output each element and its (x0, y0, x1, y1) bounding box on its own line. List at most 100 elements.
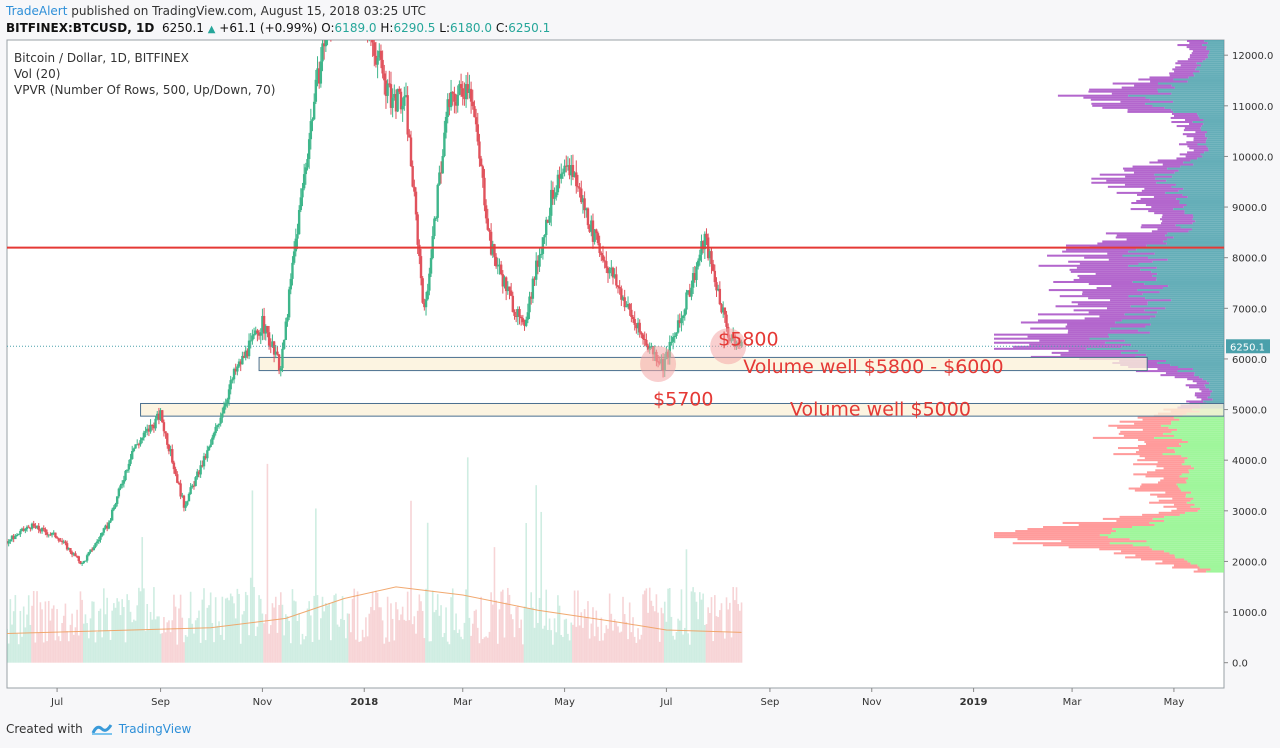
candle-body (353, 0, 355, 3)
candle-body (157, 413, 161, 420)
candle-body (561, 172, 565, 174)
candle-body (7, 541, 10, 544)
candle-body (403, 96, 406, 106)
candle-body (259, 332, 262, 336)
volume-bar (725, 597, 728, 663)
vp-row (1137, 416, 1174, 419)
vp-row (1092, 104, 1153, 107)
vp-row (1079, 276, 1157, 279)
vp-row (1137, 459, 1185, 462)
vp-row (1109, 335, 1224, 338)
candle-body (373, 42, 376, 56)
vp-row (994, 534, 1100, 537)
vp-row (1199, 566, 1224, 569)
volume-bar (406, 591, 409, 663)
vp-row (1186, 135, 1206, 138)
volume-bar (575, 626, 578, 663)
candle-body (125, 469, 129, 471)
volume-bar (16, 633, 18, 663)
vp-row (1062, 521, 1150, 524)
candle-body (528, 296, 531, 313)
volume-bar (435, 609, 437, 663)
candle-body (214, 426, 217, 434)
volume-bar (400, 614, 402, 663)
candle-body (177, 482, 181, 484)
vp-row (1201, 398, 1213, 401)
candle-body (441, 156, 444, 174)
candle-body (149, 424, 152, 432)
volume-bar (378, 607, 381, 663)
candle-body (110, 509, 114, 521)
volume-bar (24, 627, 27, 663)
vp-row (1108, 258, 1168, 261)
vp-row (1169, 74, 1195, 77)
volume-bar (545, 589, 548, 663)
vp-row (1173, 503, 1195, 506)
candle-body (161, 410, 164, 423)
candle-body (282, 339, 286, 349)
vp-row (1165, 359, 1224, 362)
vp-row (1168, 426, 1224, 429)
candle-body (621, 297, 625, 300)
volume-bar (259, 598, 262, 663)
candle-body (523, 322, 526, 326)
volume-bar (635, 642, 638, 663)
volume-bar (273, 607, 275, 663)
candle-body (401, 105, 404, 110)
vp-row (1029, 343, 1132, 346)
vp-row (1060, 353, 1147, 356)
volume-bar (47, 600, 50, 663)
vp-row (1141, 483, 1177, 486)
candle-body (196, 471, 199, 478)
vp-row (1174, 554, 1224, 557)
vp-row (1184, 210, 1224, 213)
vp-row (1185, 479, 1224, 482)
volume-bar (498, 609, 501, 663)
author-link[interactable]: TradeAlert (6, 4, 68, 18)
vp-row (1188, 230, 1224, 233)
candle-body (147, 428, 151, 432)
candle-body (506, 286, 510, 292)
candle-body (358, 0, 360, 4)
vp-row (1179, 513, 1224, 516)
vp-row (1176, 157, 1198, 160)
annotation-label: $5700 (653, 389, 713, 411)
candle-body (224, 403, 227, 407)
volume-bar (563, 619, 566, 663)
x-tick-label: Jul (659, 697, 672, 708)
vp-row (1128, 250, 1224, 253)
vp-row (1208, 149, 1224, 152)
vp-row (1191, 465, 1224, 468)
volume-bar (488, 631, 491, 663)
tradingview-link[interactable]: TradingView (118, 722, 192, 736)
vp-row (1160, 479, 1186, 482)
candle-body (152, 425, 156, 429)
candle-body (406, 95, 409, 135)
vp-row (1115, 321, 1224, 324)
candle-body (302, 174, 306, 189)
volume-bar (618, 632, 621, 663)
candle-body (631, 317, 635, 319)
candle-body (361, 23, 363, 26)
candle-body (154, 418, 157, 429)
vp-row (1206, 139, 1224, 142)
vp-row (1149, 501, 1187, 504)
candle-body (144, 431, 147, 433)
volume-bar (633, 636, 636, 663)
candle-body (581, 198, 585, 203)
volume-bar (486, 637, 489, 663)
volume-bar (715, 616, 718, 663)
vp-row (1155, 177, 1224, 180)
vp-row (1171, 420, 1224, 423)
volume-bar (720, 603, 723, 663)
volume-bar (118, 601, 120, 663)
vp-row (1192, 222, 1224, 225)
candle-body (575, 172, 578, 187)
overlays: $5800 Volume well $5800 - $6000 $5700 Volum… (7, 246, 1224, 421)
vp-row (1128, 487, 1180, 490)
candle-body (508, 286, 511, 291)
candle-body (100, 532, 104, 536)
candle-body (499, 264, 503, 275)
candle-body (620, 288, 623, 300)
